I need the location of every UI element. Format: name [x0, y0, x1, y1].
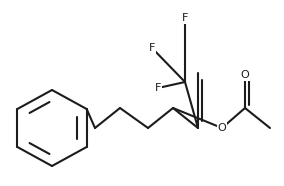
Text: O: O	[241, 70, 249, 80]
Text: F: F	[182, 13, 188, 23]
Text: F: F	[149, 43, 155, 53]
Text: O: O	[218, 123, 226, 133]
Text: F: F	[155, 83, 161, 93]
